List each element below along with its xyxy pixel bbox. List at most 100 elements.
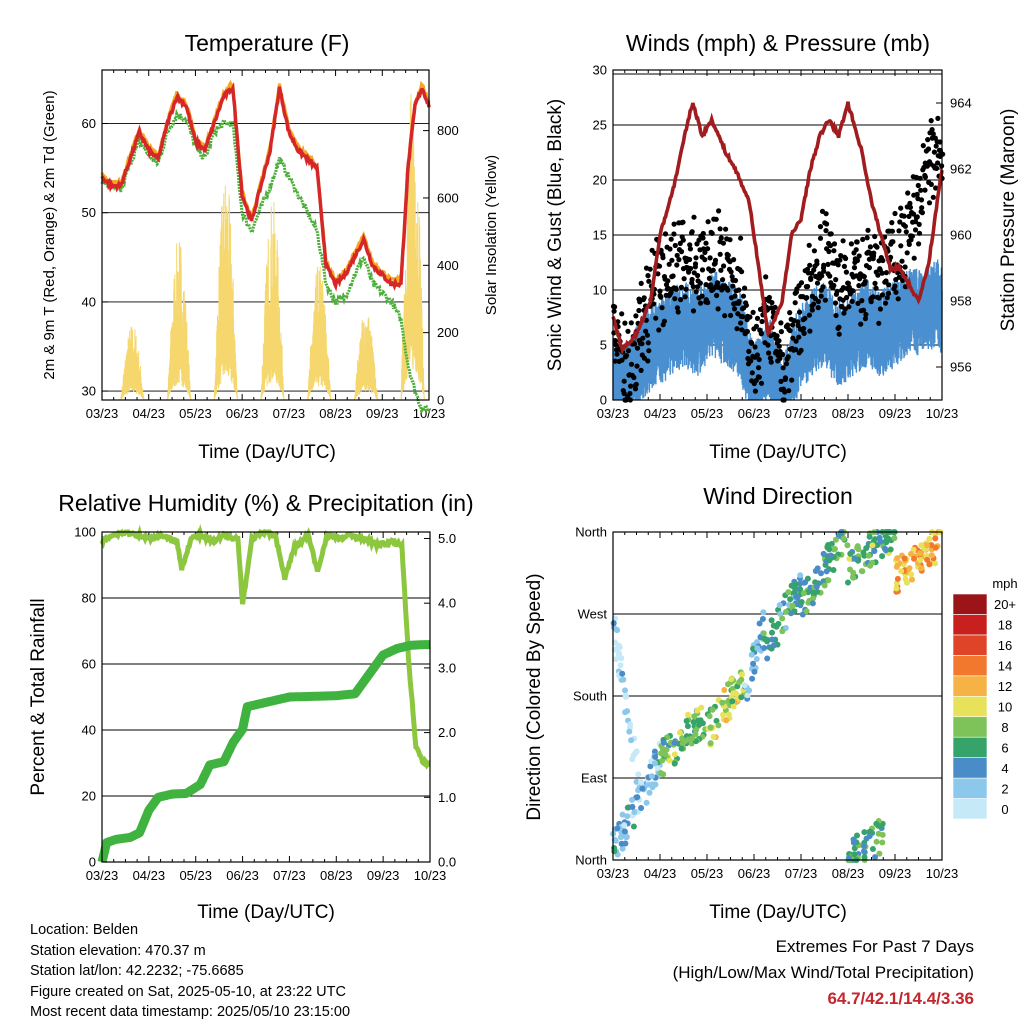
- gust-point: [743, 302, 750, 308]
- extremes-title: Extremes For Past 7 Days: [775, 937, 974, 956]
- direction-point: [692, 731, 699, 738]
- direction-point: [877, 538, 884, 545]
- y2tick-label-2-5: 5.0: [438, 531, 456, 546]
- gust-point: [674, 252, 680, 259]
- gust-point: [930, 131, 936, 137]
- gust-point: [657, 288, 663, 294]
- gust-point: [723, 226, 729, 232]
- gust-point: [831, 241, 838, 247]
- direction-point: [647, 763, 654, 770]
- gust-point: [758, 331, 764, 337]
- gust-point: [780, 365, 786, 371]
- gust-point: [656, 263, 663, 269]
- gust-point: [718, 267, 724, 273]
- gust-point: [786, 388, 792, 394]
- gust-point: [612, 358, 618, 364]
- sonic-wind-series: [612, 259, 943, 401]
- gust-point: [840, 238, 846, 244]
- solar-insolation-6: [400, 93, 425, 401]
- direction-point: [760, 630, 767, 637]
- gust-point: [790, 322, 796, 328]
- direction-point: [713, 717, 720, 724]
- gust-point: [776, 338, 782, 344]
- elevation-text: Station elevation: 470.37 m: [30, 942, 206, 959]
- ytick-label-3-1: East: [581, 771, 607, 786]
- gust-point: [835, 262, 841, 268]
- xtick-label-2-6: 09/23: [367, 868, 400, 883]
- gust-point: [672, 296, 678, 302]
- xtick-label-2-7: 10/23: [414, 868, 447, 883]
- ytick-label-0-1: 40: [82, 294, 96, 309]
- xtick-label-1-0: 03/23: [597, 406, 630, 421]
- solar-insolation-4: [307, 266, 332, 401]
- direction-point: [671, 739, 678, 746]
- direction-point: [871, 547, 878, 554]
- direction-point: [894, 575, 901, 582]
- direction-point: [917, 556, 924, 563]
- xtick-label-0-2: 05/23: [179, 406, 212, 421]
- gust-point: [622, 320, 628, 326]
- gust-point: [879, 292, 886, 298]
- direction-point: [894, 555, 901, 562]
- gust-point: [703, 240, 709, 246]
- gust-point: [914, 191, 920, 197]
- direction-point: [638, 805, 645, 811]
- gust-point: [817, 235, 824, 241]
- direction-point: [814, 588, 821, 595]
- gust-point: [746, 348, 752, 354]
- direction-point: [850, 839, 857, 846]
- gust-point: [862, 316, 869, 322]
- direction-point: [876, 850, 883, 857]
- direction-point: [861, 829, 868, 836]
- direction-point: [821, 582, 828, 589]
- gust-point: [719, 287, 725, 293]
- gust-point: [691, 214, 697, 220]
- direction-point: [768, 617, 775, 624]
- gust-point: [861, 307, 867, 313]
- gust-point: [780, 351, 786, 358]
- ytick-label-1-0: 0: [600, 393, 607, 408]
- precipitation-line: [97, 640, 434, 864]
- gust-point: [827, 273, 833, 279]
- gust-point: [809, 307, 815, 313]
- direction-point: [851, 845, 858, 852]
- direction-point: [869, 542, 876, 549]
- direction-point: [891, 535, 898, 542]
- colorbar-label-9: 18: [998, 618, 1012, 633]
- y2tick-label-1-1: 958: [950, 294, 972, 309]
- gust-point: [801, 330, 807, 336]
- gust-point: [778, 329, 785, 335]
- colorbar-label-4: 8: [1001, 720, 1008, 735]
- direction-point: [861, 854, 868, 861]
- xtick-label-0-0: 03/23: [86, 406, 119, 421]
- gust-point: [916, 241, 922, 247]
- gust-point: [926, 200, 933, 206]
- xtick-label-1-6: 09/23: [879, 406, 912, 421]
- gust-point: [750, 309, 756, 315]
- gust-point: [759, 318, 765, 325]
- plot-frame-3: [612, 531, 943, 861]
- gust-point: [645, 273, 651, 279]
- direction-point: [764, 655, 771, 662]
- gust-point: [670, 273, 676, 279]
- plot-frame-1: [612, 69, 943, 401]
- direction-point: [879, 831, 886, 838]
- direction-point: [750, 660, 757, 667]
- direction-point: [689, 735, 696, 742]
- xtick-label-1-2: 05/23: [691, 406, 724, 421]
- gust-point: [705, 299, 711, 306]
- gust-point: [755, 365, 762, 371]
- ytick-label-2-0: 0: [89, 855, 96, 870]
- direction-point: [622, 687, 628, 694]
- direction-point: [723, 717, 730, 724]
- colorbar-label-10: 20+: [994, 597, 1016, 612]
- gust-point: [912, 219, 919, 225]
- direction-point: [775, 620, 782, 627]
- gust-point: [731, 306, 738, 312]
- gust-point: [614, 351, 620, 357]
- direction-point: [872, 854, 878, 861]
- direction-point: [820, 550, 827, 557]
- direction-point: [753, 656, 760, 662]
- gust-point: [753, 323, 760, 329]
- gust-point: [912, 227, 919, 233]
